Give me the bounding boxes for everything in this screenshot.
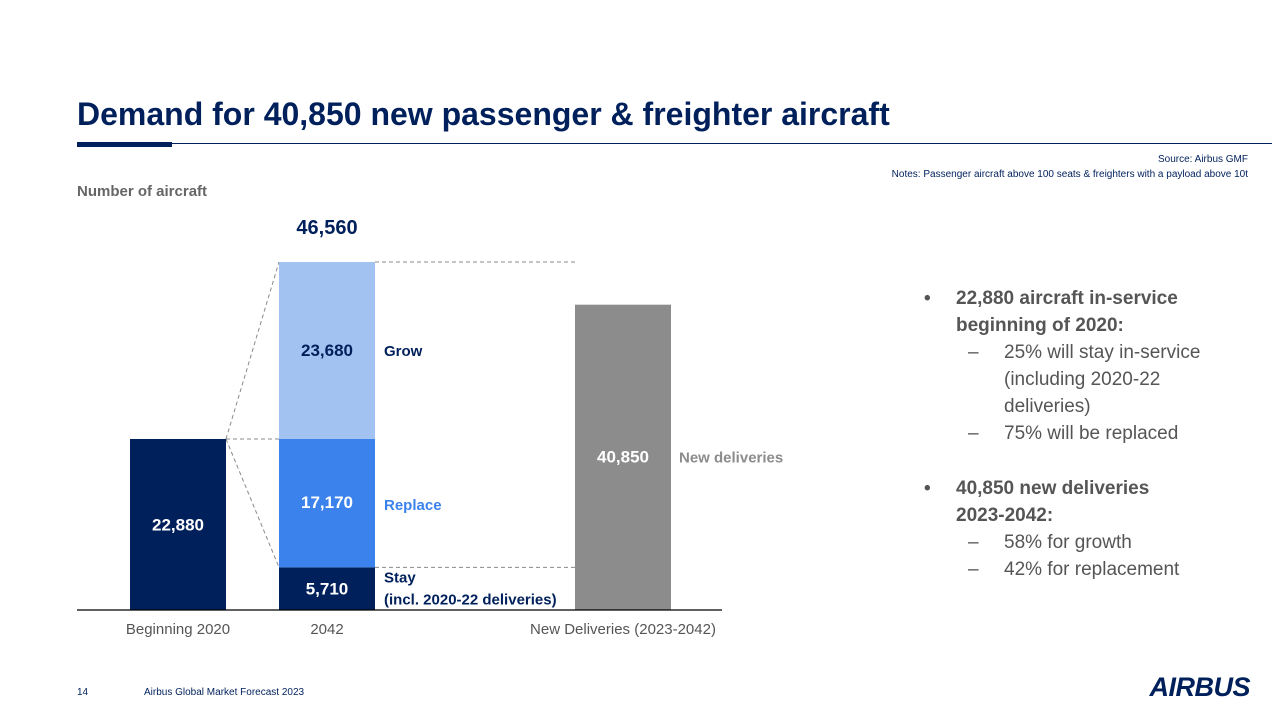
dash: – — [968, 559, 979, 580]
x-tick-label: Beginning 2020 — [126, 621, 230, 638]
side-label-new-deliveries: New deliveries — [679, 450, 783, 467]
title-rule — [77, 143, 1272, 144]
segment-value-label: 5,710 — [306, 580, 349, 599]
dash: – — [968, 532, 979, 553]
sub-line: (including 2020-22 — [1004, 369, 1161, 390]
bar-value-label: 22,880 — [152, 515, 204, 534]
airbus-logo: AIRBUS — [1149, 672, 1250, 702]
demand-chart: 22,880 5,710 17,170 23,680 46,560 Grow Replace… — [77, 217, 783, 638]
sub-bullet-growth: – 58% for growth — [920, 529, 1260, 556]
bullet-in-service: • 22,880 aircraft in-service beginning o… — [920, 285, 1260, 339]
sub-bullet-replacement: – 42% for replacement — [920, 556, 1260, 583]
sub-line: 58% for growth — [1004, 532, 1132, 553]
footer-text: Airbus Global Market Forecast 2023 — [144, 687, 305, 698]
sub-line: 75% will be replaced — [1004, 423, 1179, 444]
bar-value-label: 40,850 — [597, 448, 649, 467]
side-label-stay-note: (incl. 2020-22 deliveries) — [384, 591, 557, 608]
sub-line: 25% will stay in-service — [1004, 342, 1201, 363]
page-title: Demand for 40,850 new passenger & freigh… — [77, 96, 890, 132]
bullet-dot: • — [924, 288, 931, 309]
bullet-list: • 22,880 aircraft in-service beginning o… — [920, 285, 1260, 583]
source-text: Source: Airbus GMF — [1157, 154, 1248, 165]
segment-value-label: 23,680 — [301, 341, 353, 360]
side-label-stay: Stay — [384, 569, 416, 586]
x-tick-label: New Deliveries (2023-2042) — [530, 621, 716, 638]
notes-text: Notes: Passenger aircraft above 100 seat… — [891, 169, 1248, 180]
bullet-line: 22,880 aircraft in-service — [956, 288, 1178, 309]
side-label-grow: Grow — [384, 343, 423, 360]
page-number: 14 — [77, 687, 89, 698]
segment-value-label: 17,170 — [301, 493, 353, 512]
dash: – — [968, 342, 979, 363]
dash: – — [968, 423, 979, 444]
bullet-dot: • — [924, 478, 931, 499]
bar-beginning-2020 — [130, 438, 226, 610]
bullet-line: 2023-2042: — [956, 505, 1054, 526]
bar-segment-grow — [279, 262, 375, 439]
sub-bullet-stay: – 25% will stay in-service (including 20… — [920, 339, 1260, 420]
bullet-line: beginning of 2020: — [956, 315, 1124, 336]
total-2042-label: 46,560 — [296, 217, 357, 239]
sub-bullet-replaced: – 75% will be replaced — [920, 420, 1260, 447]
x-tick-label: 2042 — [310, 621, 343, 638]
y-axis-title: Number of aircraft — [77, 183, 208, 200]
bar-new-deliveries — [575, 304, 671, 610]
source-notes: Source: Airbus GMF Notes: Passenger airc… — [892, 152, 1248, 182]
sub-line: 42% for replacement — [1004, 559, 1180, 580]
bar-segment-stay — [279, 567, 375, 610]
bullet-new-deliveries: • 40,850 new deliveries 2023-2042: — [920, 475, 1260, 529]
title-accent-bar — [77, 142, 172, 147]
connector-line — [225, 261, 280, 440]
sub-line: deliveries) — [1004, 396, 1091, 417]
side-label-replace: Replace — [384, 497, 442, 514]
bar-segment-replace — [279, 438, 375, 568]
connector-line — [225, 438, 280, 568]
bullet-line: 40,850 new deliveries — [956, 478, 1150, 499]
